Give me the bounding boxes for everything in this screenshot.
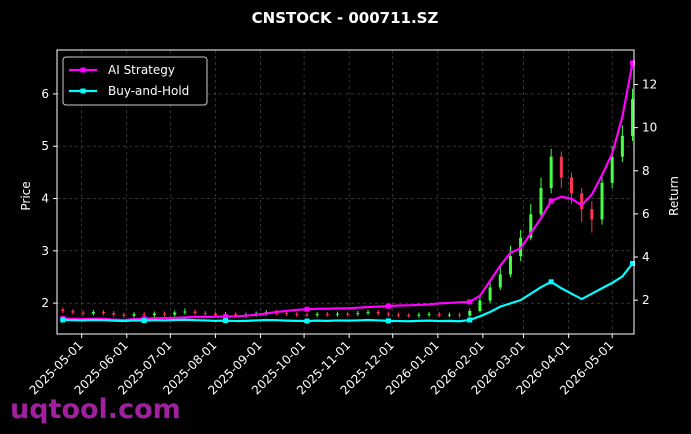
- candle-body: [549, 156, 553, 189]
- y-tick-label: 5: [41, 139, 49, 153]
- series-marker: [60, 317, 66, 323]
- candle-body: [173, 312, 177, 315]
- candle-body: [336, 313, 340, 315]
- candle-body: [163, 313, 167, 315]
- y2-axis-label: Return: [667, 176, 681, 216]
- candle-body: [539, 188, 543, 215]
- legend-marker: [80, 67, 86, 73]
- y-tick-label: 3: [41, 244, 49, 258]
- y2-tick-label: 12: [642, 78, 657, 92]
- candle-body: [152, 313, 156, 316]
- candle-body: [346, 313, 350, 315]
- series-marker: [141, 318, 147, 324]
- candle-body: [71, 310, 75, 313]
- y2-tick-label: 10: [642, 121, 657, 135]
- candle-body: [631, 99, 635, 136]
- y-tick-label: 2: [41, 296, 49, 310]
- candle-body: [488, 287, 492, 301]
- candle-body: [458, 314, 462, 316]
- candle-body: [234, 314, 238, 316]
- candle-body: [295, 314, 299, 316]
- series-marker: [223, 314, 229, 320]
- y2-tick-label: 4: [642, 250, 650, 264]
- candle-body: [447, 314, 451, 316]
- candle-body: [356, 313, 360, 315]
- candle-body: [427, 314, 431, 316]
- series-marker: [304, 318, 310, 324]
- candle-body: [122, 314, 126, 316]
- candle-body: [61, 309, 65, 311]
- y2-tick-label: 6: [642, 207, 650, 221]
- candle-body: [620, 135, 624, 157]
- candle-body: [437, 314, 441, 316]
- watermark: uqtool.com: [10, 394, 181, 425]
- series-marker: [385, 318, 391, 324]
- candle-body: [325, 314, 329, 316]
- candle-body: [397, 314, 401, 316]
- candle-body: [183, 311, 187, 313]
- y-tick-label: 6: [41, 87, 49, 101]
- candle-body: [203, 313, 207, 315]
- y-axis-label: Price: [19, 181, 33, 210]
- series-marker: [548, 279, 554, 285]
- candle-body: [132, 314, 136, 316]
- candle-body: [81, 312, 85, 314]
- candle-body: [193, 311, 197, 314]
- series-line: [62, 262, 634, 323]
- legend: AI Strategy Buy-and-Hold: [62, 56, 208, 106]
- y-tick-label: 4: [41, 192, 49, 206]
- candle-body: [315, 314, 319, 316]
- candle-body: [559, 156, 563, 178]
- legend-label: AI Strategy: [108, 63, 175, 77]
- series-marker: [467, 317, 473, 323]
- series-marker: [630, 260, 636, 266]
- candle-body: [498, 274, 502, 288]
- candle-body: [600, 182, 604, 220]
- candle-body: [386, 313, 390, 315]
- candle-body: [529, 214, 533, 238]
- legend-marker: [80, 88, 86, 94]
- candle-body: [102, 312, 106, 314]
- candle-body: [570, 177, 574, 194]
- series-marker: [630, 60, 636, 66]
- candle-body: [91, 312, 95, 314]
- candle-body: [580, 193, 584, 209]
- legend-label: Buy-and-Hold: [108, 84, 189, 98]
- y2-tick-label: 8: [642, 164, 650, 178]
- candle-body: [285, 313, 289, 315]
- candle-body: [407, 315, 411, 317]
- candle-body: [112, 313, 116, 315]
- candle-body: [508, 256, 512, 275]
- candle-body: [305, 314, 309, 316]
- candle-body: [610, 156, 614, 183]
- series-line: [62, 62, 634, 322]
- candle-body: [590, 208, 594, 220]
- candle-body: [142, 314, 146, 316]
- series-marker: [548, 198, 554, 204]
- chart-title: CNSTOCK - 000711.SZ: [252, 9, 439, 27]
- series-marker: [385, 303, 391, 309]
- candle-body: [213, 313, 217, 316]
- candle-body: [366, 312, 370, 314]
- y2-tick-label: 2: [642, 293, 650, 307]
- candle-body: [376, 312, 380, 314]
- series-marker: [223, 318, 229, 324]
- series-marker: [467, 299, 473, 305]
- candle-body: [417, 314, 421, 316]
- candle-body: [468, 310, 472, 316]
- candle-body: [478, 300, 482, 311]
- series-marker: [304, 306, 310, 312]
- plot-frame: [56, 49, 635, 335]
- legend-box: [62, 56, 208, 106]
